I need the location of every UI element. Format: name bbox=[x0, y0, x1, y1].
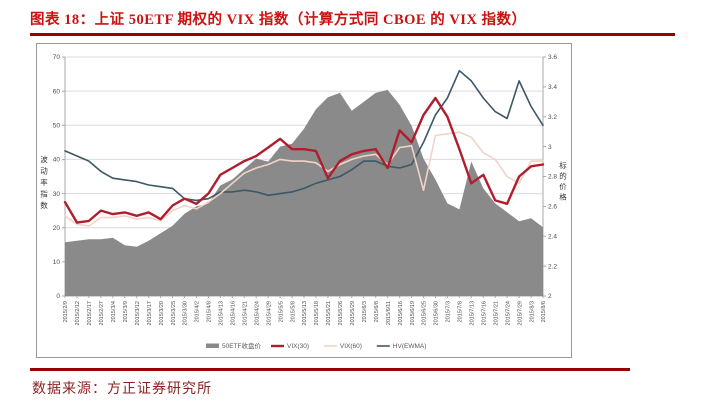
x-axis-tick-label: 2015/3/12 bbox=[135, 301, 141, 325]
x-axis-tick-label: 2015/2/9 bbox=[63, 301, 69, 322]
x-axis-tick-label: 2015/3/30 bbox=[183, 301, 189, 325]
x-axis-tick-label: 2015/7/16 bbox=[481, 301, 487, 325]
x-axis-tick-label: 2015/5/18 bbox=[314, 301, 320, 325]
right-axis-tick-label: 2.2 bbox=[548, 263, 557, 270]
left-axis-tick-label: 10 bbox=[53, 259, 61, 266]
x-axis-tick-label: 2015/4/29 bbox=[266, 301, 272, 325]
x-axis-tick-label: 2015/3/20 bbox=[159, 301, 165, 325]
left-axis-title: 率 bbox=[40, 177, 48, 187]
legend-label: HV(EWMA) bbox=[393, 343, 427, 350]
x-axis-tick-label: 2015/2/27 bbox=[99, 301, 105, 325]
x-axis-tick-label: 2015/6/8 bbox=[374, 301, 380, 322]
x-axis-tick-label: 2015/3/4 bbox=[111, 301, 117, 322]
x-axis-tick-label: 2015/5/26 bbox=[338, 301, 344, 325]
x-axis-tick-label: 2015/7/3 bbox=[446, 301, 452, 322]
left-axis-title: 波 bbox=[40, 154, 48, 164]
x-axis-tick-label: 2015/2/12 bbox=[75, 301, 81, 325]
left-axis-tick-label: 20 bbox=[53, 225, 61, 232]
right-axis-title: 的 bbox=[559, 171, 567, 181]
x-axis-tick-label: 2015/3/17 bbox=[147, 301, 153, 325]
x-axis-tick-label: 2015/8/6 bbox=[541, 301, 547, 322]
source-text: 数据来源：方正证券研究所 bbox=[32, 382, 212, 397]
right-axis-tick-label: 3.2 bbox=[548, 114, 557, 121]
left-axis-title: 指 bbox=[40, 189, 48, 199]
right-axis-title: 标 bbox=[559, 160, 567, 170]
x-axis-tick-label: 2015/4/21 bbox=[242, 301, 248, 325]
x-axis-tick-label: 2015/5/29 bbox=[350, 301, 356, 325]
left-axis-tick-label: 70 bbox=[53, 54, 61, 61]
series-area-50etf-close bbox=[65, 89, 543, 297]
legend-label: VIX(30) bbox=[287, 343, 309, 350]
x-axis-tick-label: 2015/7/29 bbox=[517, 301, 523, 325]
right-axis-title: 价 bbox=[559, 182, 567, 191]
x-axis-tick-label: 2015/7/21 bbox=[493, 301, 499, 325]
x-axis-tick-label: 2015/6/11 bbox=[386, 301, 392, 325]
left-axis-tick-label: 30 bbox=[53, 191, 61, 198]
left-axis-tick-label: 40 bbox=[53, 157, 61, 164]
right-axis-tick-label: 2.8 bbox=[548, 174, 557, 181]
x-axis-tick-label: 2015/6/30 bbox=[434, 301, 440, 325]
source-divider bbox=[30, 368, 630, 371]
legend-label: 50ETF收盘价 bbox=[222, 341, 262, 350]
left-axis-tick-label: 60 bbox=[53, 88, 61, 95]
right-axis-tick-label: 2.4 bbox=[548, 233, 557, 240]
x-axis-tick-label: 2015/7/13 bbox=[470, 301, 476, 325]
x-axis-tick-label: 2015/4/13 bbox=[219, 301, 225, 325]
x-axis-tick-label: 2015/4/2 bbox=[195, 301, 201, 322]
x-axis-tick-label: 2015/5/8 bbox=[290, 301, 296, 322]
x-axis-tick-label: 2015/3/9 bbox=[123, 301, 129, 322]
chart-canvas: 0 10 20 30 40 50 60 70 2 2.2 2.4 2.6 2.8 3 3.2 3.4 3.6 20… bbox=[40, 54, 567, 350]
figure-title: 图表 18：上证 50ETF 期权的 VIX 指数（计算方式同 CBOE 的 V… bbox=[30, 12, 527, 28]
x-axis-tick-label: 2015/7/24 bbox=[505, 301, 511, 325]
right-axis-tick-label: 3.6 bbox=[548, 54, 557, 61]
legend-swatch-area bbox=[206, 343, 219, 348]
x-axis-tick-label: 2015/6/25 bbox=[422, 301, 428, 325]
x-axis-tick-label: 2015/8/3 bbox=[529, 301, 535, 322]
x-axis-tick-label: 2015/6/3 bbox=[362, 301, 368, 322]
right-axis-tick-label: 3.4 bbox=[548, 84, 557, 91]
x-axis-tick-label: 2015/7/8 bbox=[458, 301, 464, 322]
right-axis-tick-label: 2 bbox=[548, 293, 552, 300]
right-axis-title: 格 bbox=[559, 192, 567, 202]
x-axis-tick-label: 2015/4/8 bbox=[207, 301, 213, 322]
x-axis-tick-label: 2015/6/19 bbox=[410, 301, 416, 325]
series-line-hvewma bbox=[64, 69, 544, 202]
x-axis-tick-label: 2015/5/21 bbox=[326, 301, 332, 325]
right-axis-tick-label: 2.6 bbox=[548, 204, 557, 211]
x-axis-tick-label: 2015/5/13 bbox=[302, 301, 308, 325]
series-line-vix30 bbox=[63, 96, 545, 224]
left-axis-title: 数 bbox=[40, 200, 48, 210]
left-axis-tick-label: 0 bbox=[56, 293, 60, 300]
series-line-vix60 bbox=[64, 131, 544, 227]
x-axis-tick-label: 2015/3/25 bbox=[171, 301, 177, 325]
left-axis-tick-label: 50 bbox=[53, 122, 61, 129]
chart-panel: 0 10 20 30 40 50 60 70 2 2.2 2.4 2.6 2.8 3 3.2 3.4 3.6 20… bbox=[36, 43, 572, 358]
x-axis-tick-label: 2015/2/17 bbox=[87, 301, 93, 325]
x-axis-tick-label: 2015/4/16 bbox=[231, 301, 237, 325]
x-axis-tick-label: 2015/4/24 bbox=[254, 301, 260, 325]
x-axis-tick-label: 2015/5/5 bbox=[278, 301, 284, 322]
right-axis-tick-label: 3 bbox=[548, 144, 552, 151]
title-divider bbox=[30, 33, 675, 36]
left-axis-title: 动 bbox=[40, 166, 48, 176]
x-axis-tick-label: 2015/6/16 bbox=[398, 301, 404, 325]
legend-label: VIX(60) bbox=[340, 343, 362, 350]
